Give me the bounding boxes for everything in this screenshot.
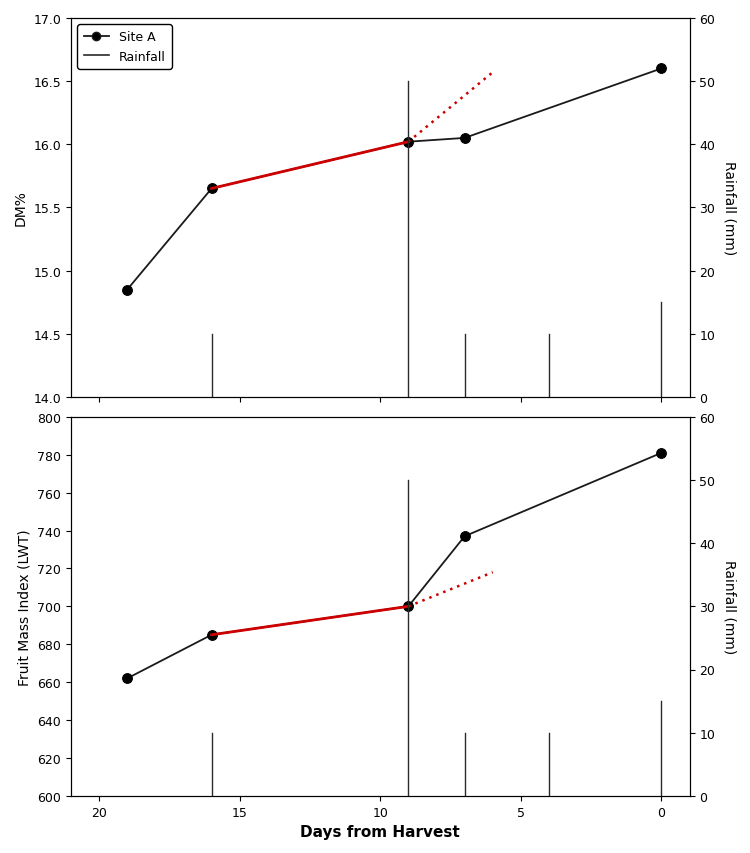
Y-axis label: Rainfall (mm): Rainfall (mm) (722, 161, 736, 255)
Y-axis label: DM%: DM% (14, 190, 28, 226)
X-axis label: Days from Harvest: Days from Harvest (301, 824, 460, 839)
Y-axis label: Fruit Mass Index (LWT): Fruit Mass Index (LWT) (18, 528, 32, 685)
Legend: Site A, Rainfall: Site A, Rainfall (77, 25, 172, 70)
Y-axis label: Rainfall (mm): Rainfall (mm) (722, 560, 736, 653)
